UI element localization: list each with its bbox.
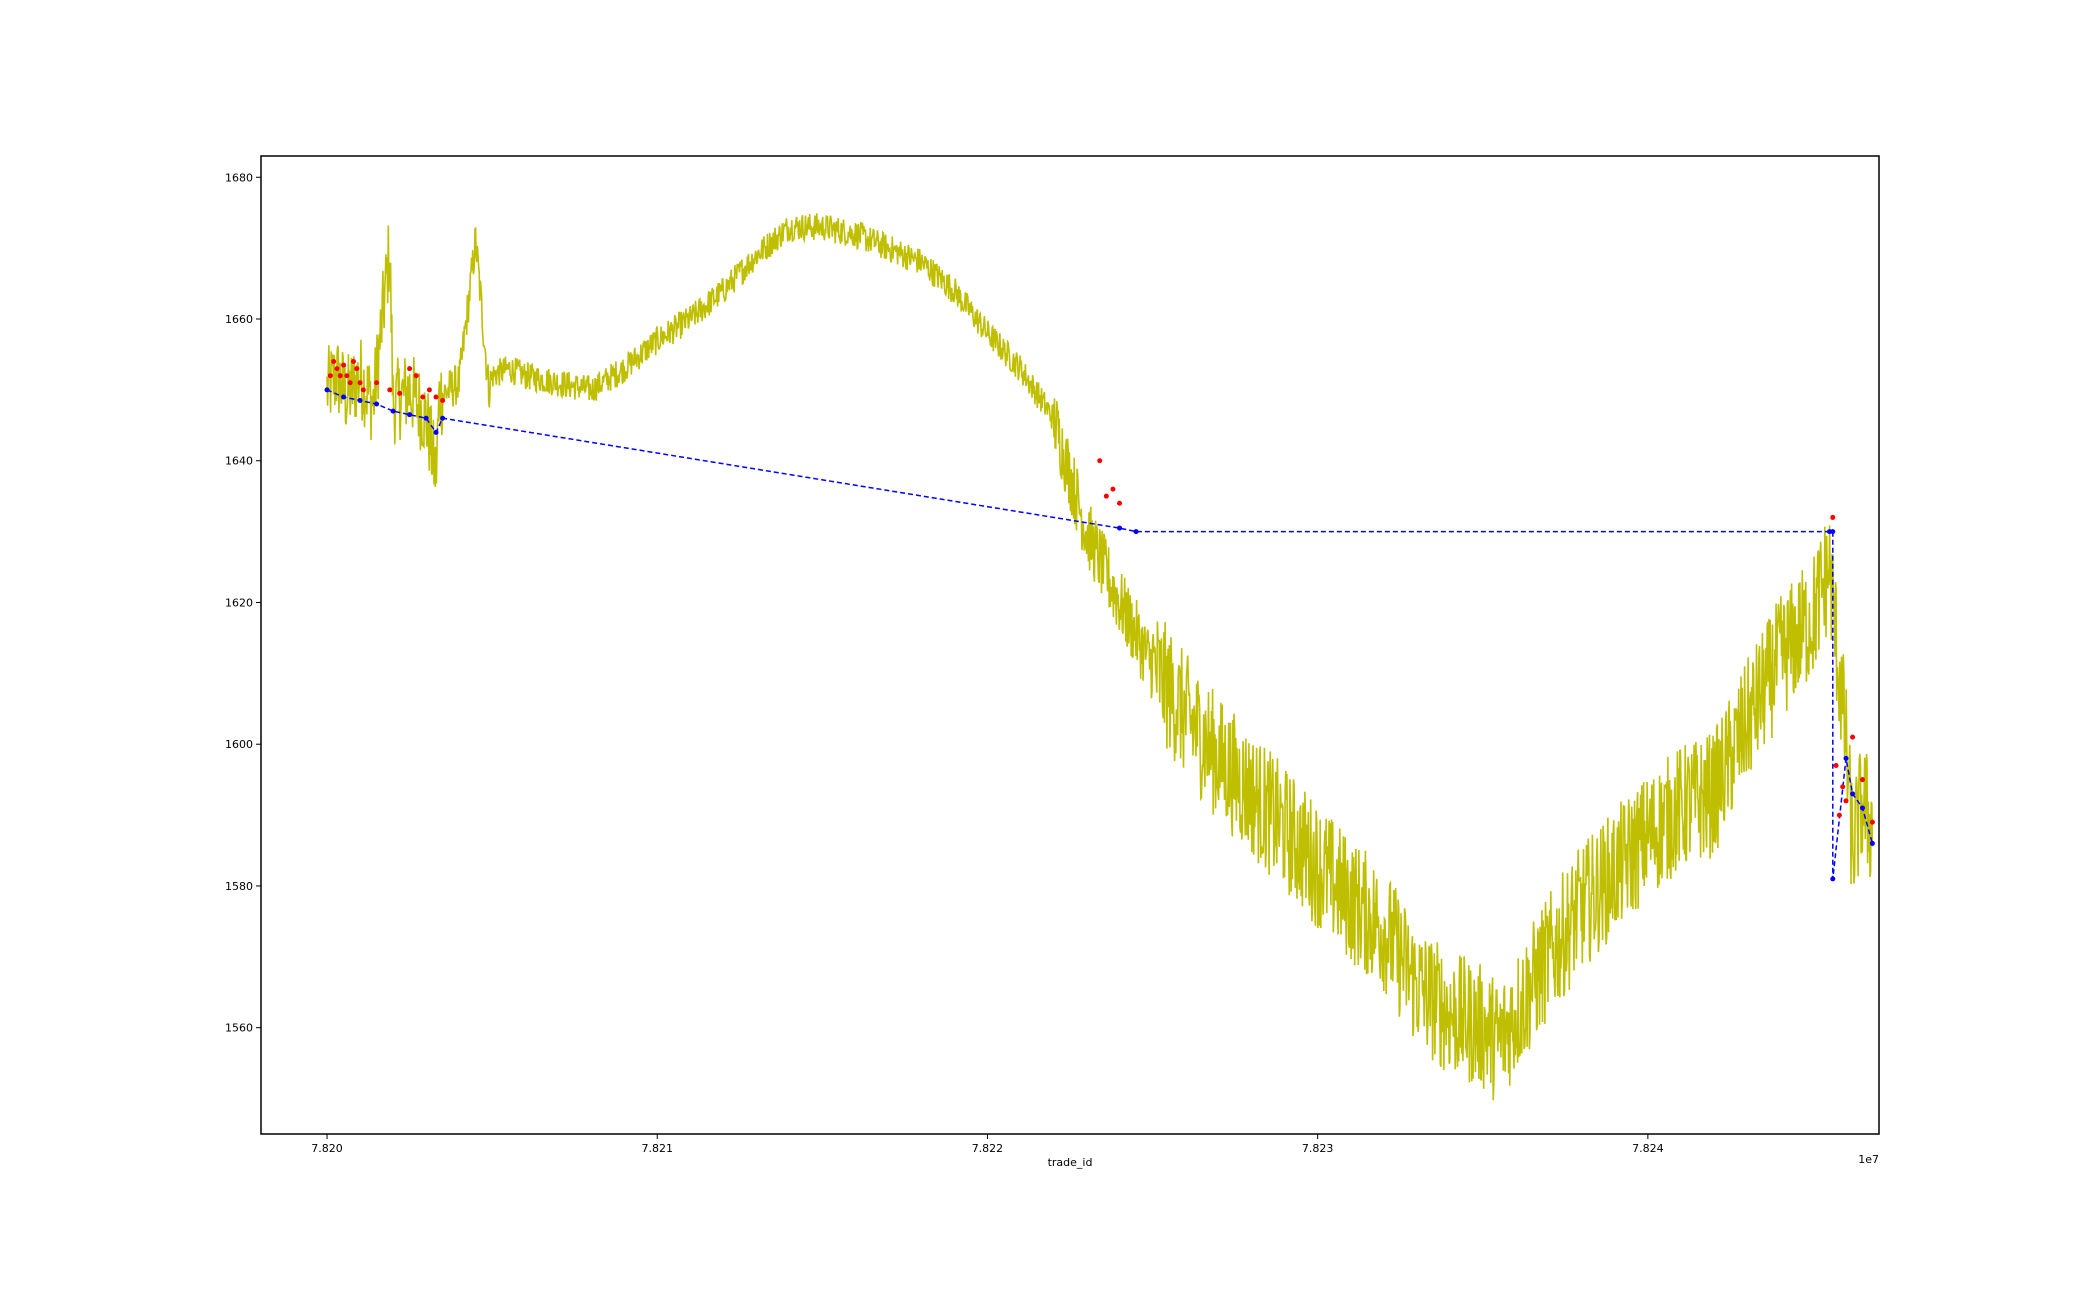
buy-point: [390, 408, 396, 414]
y-tick-label: 1660: [225, 313, 253, 326]
sell-point: [1843, 798, 1849, 804]
sell-point: [1117, 500, 1123, 506]
sell-point: [1097, 458, 1103, 464]
buy-point: [1133, 529, 1139, 535]
x-tick-label: 7.823: [1302, 1142, 1334, 1155]
y-axis: 1560 1580 1600 1620 1640 1660 1680: [225, 171, 261, 1035]
sell-point: [426, 387, 432, 393]
sell-point: [357, 380, 363, 386]
buy-dashed-line: [326, 389, 1874, 879]
x-tick-label: 7.821: [641, 1142, 673, 1155]
buy-point: [1830, 876, 1836, 882]
buy-point: [1830, 529, 1836, 535]
sell-point: [420, 394, 426, 400]
buy-point: [324, 387, 330, 393]
sell-point: [1830, 514, 1836, 520]
sell-point: [1869, 819, 1875, 825]
sell-point: [1850, 734, 1856, 740]
buy-point: [1850, 791, 1856, 797]
price-line: [326, 213, 1874, 1101]
sell-point: [331, 359, 337, 365]
buy-point: [1843, 755, 1849, 761]
buy-point: [423, 415, 429, 421]
sell-point: [1836, 812, 1842, 818]
y-tick-label: 1560: [225, 1022, 253, 1035]
x-tick-label: 7.822: [972, 1142, 1004, 1155]
buy-point: [357, 398, 363, 403]
sell-point: [440, 398, 446, 403]
sell-series-layer: [327, 359, 1875, 825]
sell-point: [354, 366, 360, 372]
sell-point: [413, 373, 419, 379]
y-tick-label: 1600: [225, 738, 253, 751]
x-tick-label: 7.820: [311, 1142, 343, 1155]
sell-point: [407, 366, 413, 372]
buy-point: [341, 394, 347, 400]
sell-point: [337, 373, 343, 379]
sell-point: [374, 380, 380, 386]
sell-point: [360, 387, 366, 393]
buy-point: [433, 429, 439, 435]
sell-point: [1833, 762, 1839, 768]
buy-point: [374, 401, 380, 407]
sell-point: [350, 359, 356, 365]
buy-point: [440, 415, 446, 421]
sell-point: [387, 387, 393, 393]
sell-point: [397, 390, 403, 396]
x-axis: 7.820 7.821 7.822 7.823 7.824: [311, 1134, 1664, 1155]
sell-point: [327, 373, 333, 379]
x-axis-offset-label: 1e7: [1858, 1153, 1879, 1166]
sell-point: [347, 380, 353, 386]
x-tick-label: 7.824: [1632, 1142, 1664, 1155]
plot-frame: [260, 155, 1880, 1135]
sell-point: [1840, 784, 1846, 790]
sell-point: [1859, 777, 1865, 783]
sell-point: [1110, 486, 1116, 492]
buy-point: [407, 412, 413, 418]
sell-point: [1103, 493, 1109, 499]
buy-point: [1117, 525, 1123, 531]
x-axis-label: trade_id: [1048, 1156, 1093, 1169]
buy-point: [1859, 805, 1865, 811]
y-tick-label: 1640: [225, 455, 253, 468]
sell-point: [334, 366, 340, 372]
y-tick-label: 1580: [225, 880, 253, 893]
sell-point: [341, 362, 347, 368]
buy-series-layer: [324, 387, 1875, 882]
price-series-layer: [326, 213, 1874, 1101]
y-tick-label: 1680: [225, 171, 253, 184]
buy-point: [1869, 840, 1875, 846]
y-tick-label: 1620: [225, 596, 253, 609]
sell-point: [433, 394, 439, 400]
sell-point: [344, 373, 350, 379]
